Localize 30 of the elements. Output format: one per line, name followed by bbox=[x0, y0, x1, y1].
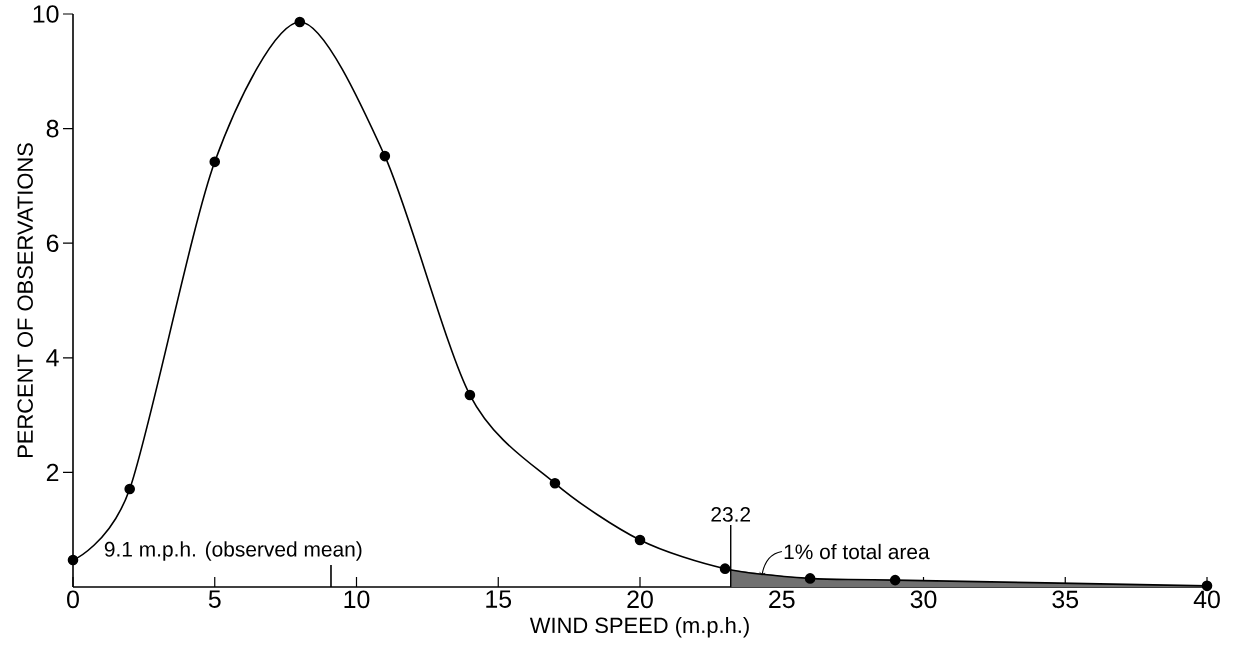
x-tick-label: 40 bbox=[1193, 590, 1220, 609]
x-tick-label: 10 bbox=[344, 590, 370, 609]
point bbox=[379, 150, 391, 162]
y-tick-label: 8 bbox=[46, 119, 59, 138]
point bbox=[464, 389, 476, 401]
point bbox=[889, 574, 901, 586]
point bbox=[294, 16, 306, 28]
point bbox=[124, 483, 135, 495]
x-axis-title: WIND SPEED (m.p.h.) bbox=[529, 616, 749, 638]
point bbox=[67, 554, 79, 566]
x-tick-label: 35 bbox=[1052, 590, 1079, 609]
x-tick-label: 25 bbox=[769, 590, 795, 609]
x-tick-label: 30 bbox=[910, 590, 937, 609]
x-tick-label: 20 bbox=[627, 590, 653, 609]
x-tick-label: 15 bbox=[486, 590, 512, 608]
y-tick-label: 4 bbox=[46, 349, 59, 367]
y-axis-title: PERCENT OF OBSERVATIONS bbox=[17, 143, 33, 458]
point bbox=[549, 477, 561, 489]
y-tick-label: 2 bbox=[46, 463, 59, 482]
point bbox=[209, 156, 221, 168]
annotation: 1% of total area bbox=[784, 543, 930, 560]
point bbox=[719, 563, 731, 574]
point bbox=[634, 534, 646, 546]
ref-line-label: 23.2 bbox=[711, 506, 751, 522]
x-tick-label: 0 bbox=[67, 590, 79, 609]
ref-line-label: 9.1 m.p.h. (observed mean) bbox=[104, 541, 362, 561]
x-tick-label: 5 bbox=[208, 590, 221, 608]
y-tick-label: 10 bbox=[33, 5, 59, 23]
point bbox=[804, 573, 816, 584]
y-tick-label: 6 bbox=[46, 234, 59, 253]
